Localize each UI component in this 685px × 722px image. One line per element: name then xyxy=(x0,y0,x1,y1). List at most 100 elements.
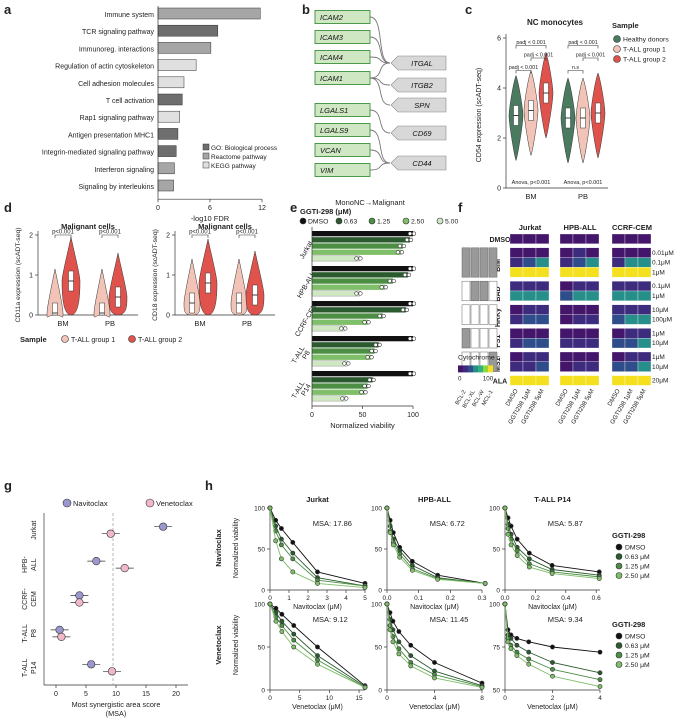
y-axis-label: CD54 expression (scADT-seq) xyxy=(476,68,483,163)
receptor-box xyxy=(390,97,447,113)
heatmap-cell xyxy=(585,257,600,268)
heatmap-cell xyxy=(572,233,587,244)
category-label: Jurkat xyxy=(31,521,38,540)
violin xyxy=(183,258,201,316)
bcl-indicator xyxy=(461,328,471,349)
data-point xyxy=(406,272,412,277)
data-point xyxy=(340,396,345,401)
legend-label: T-ALL group 1 xyxy=(623,47,666,54)
data-point xyxy=(387,278,392,284)
data-point xyxy=(344,396,349,401)
legend-marker xyxy=(613,55,621,63)
data-point xyxy=(87,660,96,669)
x-tick-label: 15 xyxy=(142,691,150,698)
category-label: Integrin-mediated signaling pathway xyxy=(42,150,155,157)
heatmap-cell xyxy=(535,375,550,386)
x-tick-label: BM xyxy=(57,319,68,328)
heatmap-cell xyxy=(611,351,626,362)
bcl-indicator xyxy=(479,328,489,349)
bar xyxy=(312,336,413,342)
ligand-label: VIM xyxy=(320,166,334,175)
heatmap-cell xyxy=(572,328,587,339)
subplot-title: Jurkat xyxy=(306,495,329,504)
bar xyxy=(312,307,406,313)
colorbar-cell xyxy=(468,365,473,373)
data-point xyxy=(505,639,511,645)
data-point xyxy=(404,307,410,312)
heatmap-cell xyxy=(509,338,524,349)
heatmap-cell xyxy=(535,328,550,339)
y-tick-label: 100 xyxy=(489,506,500,513)
significance-bracket xyxy=(530,57,547,61)
y-tick-label: 50 xyxy=(258,547,266,554)
data-point xyxy=(315,644,320,650)
heatmap-cell xyxy=(522,375,537,386)
bar xyxy=(312,342,379,348)
data-point xyxy=(57,632,66,642)
bar xyxy=(312,284,385,290)
heatmap-row-label: ALA xyxy=(493,379,507,386)
heatmap-cell xyxy=(522,314,537,325)
data-point xyxy=(120,563,129,573)
y-tick-label: 50 xyxy=(258,645,266,652)
data-point xyxy=(106,529,115,538)
data-point xyxy=(267,601,273,607)
data-point xyxy=(411,301,417,306)
x-tick-label: 0 xyxy=(385,695,389,702)
bar xyxy=(312,348,375,354)
heatmap-cell xyxy=(611,338,626,349)
msa-label: MSA: 5.87 xyxy=(548,519,583,528)
category-label: P8 xyxy=(31,629,38,638)
heatmap-cell xyxy=(509,247,524,258)
heatmap-cell xyxy=(611,247,626,258)
data-point xyxy=(482,581,488,586)
data-point xyxy=(373,342,378,347)
x-tick-label: 2 xyxy=(306,595,310,602)
data-point xyxy=(402,272,408,277)
legend-marker xyxy=(615,642,623,649)
x-tick-label: 0.3 xyxy=(477,595,486,602)
violin xyxy=(245,250,265,316)
heatmap-cell xyxy=(522,304,537,315)
concentration-label: 10μM xyxy=(652,340,668,347)
x-tick-label: PB xyxy=(242,319,252,328)
y-tick-label: 1 xyxy=(29,273,33,280)
panel-letter-g: g xyxy=(4,478,12,493)
bar-6 xyxy=(157,110,180,123)
panel-letter-e: e xyxy=(290,200,297,215)
bar-9 xyxy=(157,162,175,175)
bcl-indicator xyxy=(479,247,489,278)
data-point xyxy=(343,326,348,331)
x-tick-label: 8 xyxy=(480,695,484,702)
x-tick-label: BM xyxy=(525,192,536,201)
x-tick-label: PB xyxy=(105,319,115,328)
heatmap-cell xyxy=(535,257,550,268)
heatmap-cell xyxy=(522,233,537,244)
bcl-indicator xyxy=(470,247,480,278)
data-point xyxy=(411,231,417,236)
heatmap-cell xyxy=(522,361,537,372)
significance-bracket xyxy=(567,70,584,74)
heatmap-cell xyxy=(509,304,524,315)
data-point xyxy=(432,675,437,681)
data-point xyxy=(315,657,320,663)
box xyxy=(99,302,105,316)
bar-8 xyxy=(157,145,177,157)
panel-letter-a: a xyxy=(4,2,12,17)
heatmap-cell xyxy=(509,351,524,362)
y-tick-label: 50 xyxy=(375,547,383,554)
colorbar-cell xyxy=(478,365,483,373)
x-axis-label: Normalized viability xyxy=(330,421,395,430)
data-point xyxy=(273,538,279,544)
legend-label: DMSO xyxy=(308,219,328,226)
heatmap-cell xyxy=(585,281,600,292)
significance-label: p<0.001 xyxy=(99,230,122,236)
heatmap-cell xyxy=(535,247,550,258)
category-label: Rap1 signaling pathway xyxy=(80,115,155,122)
legend-marker xyxy=(615,543,623,551)
subplot-title: T-ALL P14 xyxy=(534,495,571,504)
legend-marker xyxy=(145,498,155,508)
heatmap-row-label: DMSO xyxy=(490,237,512,244)
data-point xyxy=(369,348,374,354)
legend-label: 1.25 xyxy=(377,219,390,226)
